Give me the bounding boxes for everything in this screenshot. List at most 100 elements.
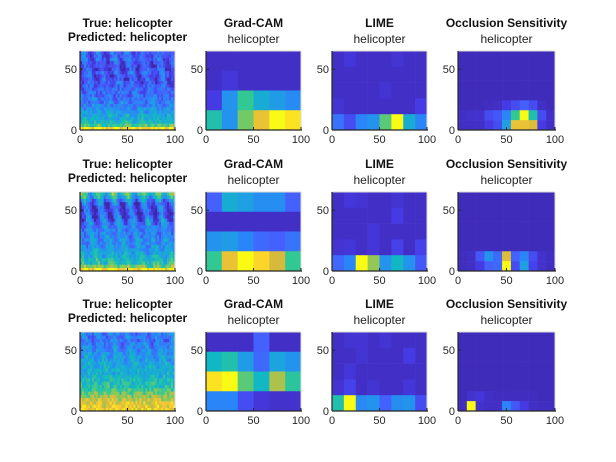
heatmap-cell [546,110,556,121]
spectrogram-cell [103,254,107,259]
spectrogram-cell [167,221,170,226]
spectrogram-cell [83,384,87,389]
spectrogram-cell [147,267,150,272]
spectrogram-cell [85,355,89,359]
spectrogram-cell [87,110,91,114]
spectrogram-cell [139,371,142,376]
spectrogram-cell [167,397,170,402]
spectrogram-cell [93,247,97,252]
spectrogram-cell [133,251,136,255]
spectrogram-cell [97,106,101,111]
spectrogram-cell [111,394,114,399]
spectrogram-cell [115,338,118,343]
spectrogram-cell [85,195,89,199]
spectrogram-cell [167,80,170,85]
spectrogram-cell [147,123,150,128]
spectrogram-cell [93,77,97,81]
spectrogram-cell [153,113,156,118]
spectrogram-cell [111,387,114,392]
spectrogram-cell [109,264,112,269]
spectrogram-cell [83,106,87,111]
heatmap-cell [502,391,512,402]
spectrogram-cell [97,332,101,336]
spectrogram-cell [173,257,176,262]
spectrogram-cell [109,64,112,68]
heatmap-cell [493,231,503,242]
heatmap-cell [466,201,476,213]
spectrogram-cell [161,332,164,336]
spectrogram-cell [131,218,134,222]
spectrogram-cell [149,74,152,78]
spectrogram-cell [161,394,164,399]
heatmap-cell [458,261,468,272]
spectrogram-cell [115,361,118,366]
spectrogram-cell [173,384,176,389]
spectrogram-cell [153,60,156,65]
heatmap-cell [221,51,238,72]
spectrogram-cell [153,64,156,68]
spectrogram-cell [131,338,134,343]
heatmap-cell [285,70,302,91]
spectrogram-cell [171,83,174,88]
spectrogram-cell [173,90,176,95]
spectrogram-cell [109,93,112,98]
spectrogram-cell [159,374,162,379]
spectrogram-cell [91,103,95,108]
spectrogram-cell [145,67,148,72]
heatmap-cell [466,401,476,412]
heatmap-cell [343,223,357,240]
spectrogram-cell [167,113,170,118]
spectrogram-cell [113,120,116,124]
spectrogram-cell [107,338,110,343]
spectrogram-cell [91,335,95,339]
spectrogram-cell [147,60,150,65]
spectrogram-cell [135,244,138,249]
spectrogram-cell [113,401,116,405]
spectrogram-cell [133,211,136,216]
spectrogram-cell [133,401,136,405]
spectrogram-cell [123,368,126,372]
spectrogram-cell [91,391,95,395]
spectrogram-cell [127,338,130,343]
heatmap-cell [332,51,345,68]
spectrogram-cell [155,241,158,245]
spectrogram-cell [115,257,118,262]
spectrogram-cell [111,87,114,91]
spectrogram-cell [159,228,162,232]
spectrogram-cell [145,57,148,62]
spectrogram-cell [80,371,83,376]
spectrogram-cell [145,103,148,108]
spectrogram-cell [141,394,144,399]
spectrogram-cell [135,407,138,412]
spectrogram-cell [123,407,126,412]
spectrogram-cell [171,97,174,101]
heatmap-cell [510,60,521,72]
spectrogram-cell [107,384,110,389]
spectrogram-cell [93,205,97,209]
spectrogram-cell [83,355,87,359]
spectrogram-cell [105,345,109,349]
spectrogram-cell [95,224,99,229]
spectrogram-cell [137,231,140,236]
spectrogram-cell [123,355,126,359]
spectrogram-cell [83,254,87,259]
spectrogram-cell [157,264,160,269]
heatmap-cell [537,51,547,62]
spectrogram-cell [101,123,105,128]
spectrogram-cell [163,97,166,101]
spectrogram-cell [121,110,124,114]
spectrogram-cell [93,110,97,114]
spectrogram-cell [95,211,99,216]
spectrogram-cell [113,67,116,72]
spectrogram-cell [139,407,142,412]
heatmap-cell [519,251,529,262]
spectrogram-cell [113,110,116,114]
spectrogram-cell [107,198,110,203]
spectrogram-cell [157,208,160,213]
spectrogram-cell [131,251,134,255]
heatmap-lime [332,192,428,272]
spectrogram-cell [161,267,164,272]
spectrogram-cell [163,335,166,339]
spectrogram-cell [105,116,109,121]
spectrogram-cell [101,74,105,78]
